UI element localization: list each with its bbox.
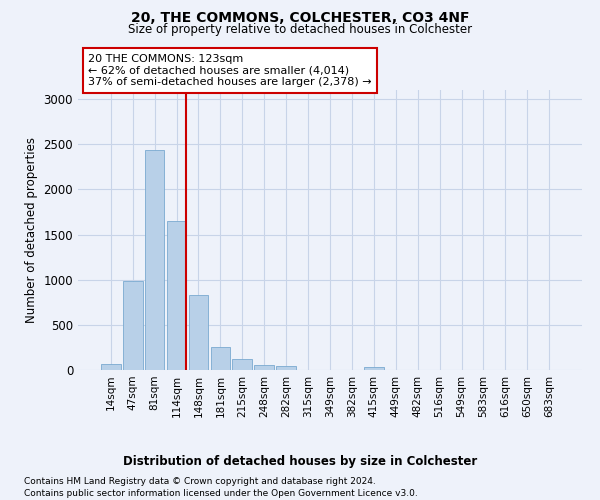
Text: Contains public sector information licensed under the Open Government Licence v3: Contains public sector information licen… (24, 489, 418, 498)
Text: Contains HM Land Registry data © Crown copyright and database right 2024.: Contains HM Land Registry data © Crown c… (24, 478, 376, 486)
Bar (254, 365, 274, 370)
Bar (145, 150, 164, 370)
Bar (276, 366, 296, 370)
Y-axis label: Number of detached properties: Number of detached properties (25, 137, 38, 323)
Text: Size of property relative to detached houses in Colchester: Size of property relative to detached ho… (128, 22, 472, 36)
Bar (123, 280, 143, 370)
Text: 20, THE COMMONS, COLCHESTER, CO3 4NF: 20, THE COMMONS, COLCHESTER, CO3 4NF (131, 11, 469, 25)
Bar (211, 346, 230, 370)
Bar (101, 364, 121, 370)
Text: 20 THE COMMONS: 123sqm
← 62% of detached houses are smaller (4,014)
37% of semi-: 20 THE COMMONS: 123sqm ← 62% of detached… (88, 54, 372, 87)
Bar (364, 368, 384, 370)
Text: Distribution of detached houses by size in Colchester: Distribution of detached houses by size … (123, 455, 477, 468)
Bar (232, 359, 252, 370)
Bar (167, 221, 187, 370)
Bar (188, 295, 208, 370)
